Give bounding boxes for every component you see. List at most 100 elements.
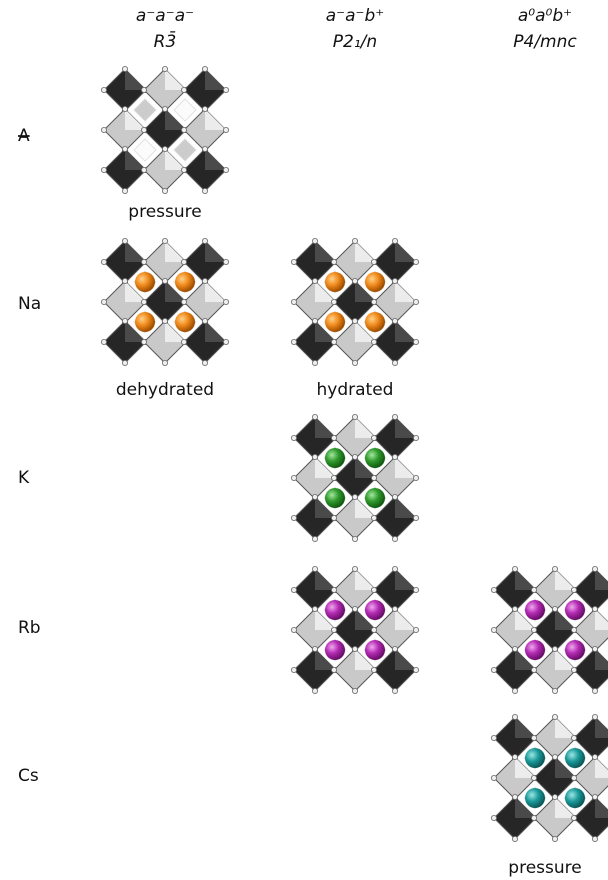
oxygen (140, 258, 147, 265)
oxygen (330, 298, 337, 305)
caption: dehydrated (116, 380, 214, 400)
cation (565, 640, 585, 660)
oxygen (161, 359, 168, 366)
oxygen (101, 127, 108, 134)
octahedron-face (515, 569, 536, 590)
octahedron (133, 98, 157, 122)
oxygen (330, 338, 337, 345)
cation (325, 312, 345, 332)
oxygen (490, 775, 497, 782)
oxygen (490, 627, 497, 634)
oxygen (512, 688, 519, 695)
cation (525, 640, 545, 660)
oxygen (311, 646, 318, 653)
row-label: Na (18, 294, 41, 314)
oxygen (592, 794, 599, 801)
oxygen (101, 338, 108, 345)
octahedron-face (165, 149, 186, 170)
oxygen (311, 566, 318, 573)
octahedron-face (595, 797, 608, 818)
octahedron-face (205, 241, 226, 262)
cation (525, 788, 545, 808)
oxygen (180, 298, 187, 305)
cation (365, 488, 385, 508)
cation (325, 448, 345, 468)
oxygen (290, 515, 297, 522)
cation (325, 600, 345, 620)
octahedron-face (125, 321, 146, 342)
oxygen (180, 338, 187, 345)
oxygen (412, 338, 419, 345)
oxygen (391, 536, 398, 543)
octahedron-face (395, 281, 416, 302)
octahedron-face (515, 757, 536, 778)
oxygen (370, 258, 377, 265)
oxygen (592, 606, 599, 613)
oxygen (512, 606, 519, 613)
oxygen (122, 145, 129, 152)
oxygen (161, 106, 168, 113)
oxygen (330, 627, 337, 634)
oxygen (290, 434, 297, 441)
oxygen (101, 87, 108, 94)
oxygen (592, 836, 599, 843)
oxygen (412, 474, 419, 481)
oxygen (351, 413, 358, 420)
oxygen (571, 775, 578, 782)
oxygen (140, 87, 147, 94)
oxygen (290, 258, 297, 265)
oxygen (531, 775, 538, 782)
oxygen (222, 127, 229, 134)
oxygen (311, 237, 318, 244)
oxygen (412, 258, 419, 265)
oxygen (512, 836, 519, 843)
oxygen (391, 606, 398, 613)
octahedron-face (205, 149, 226, 170)
oxygen (330, 474, 337, 481)
oxygen (592, 646, 599, 653)
row-label: Rb (18, 618, 41, 638)
oxygen (351, 453, 358, 460)
octahedron-face (125, 69, 146, 90)
octahedron-face (205, 281, 226, 302)
octahedron-face (395, 417, 416, 438)
oxygen (531, 587, 538, 594)
octahedron-face (355, 241, 376, 262)
oxygen (370, 298, 377, 305)
octahedron-face (125, 241, 146, 262)
oxygen (222, 338, 229, 345)
octahedron-face (125, 109, 146, 130)
oxygen (311, 359, 318, 366)
oxygen (412, 627, 419, 634)
octahedron-face (395, 457, 416, 478)
cation (175, 272, 195, 292)
oxygen (140, 166, 147, 173)
oxygen (552, 754, 559, 761)
oxygen (490, 587, 497, 594)
octahedron-face (515, 797, 536, 818)
octahedron-face (515, 609, 536, 630)
octahedron-face (315, 569, 336, 590)
oxygen (311, 493, 318, 500)
octahedron-face (395, 241, 416, 262)
octahedron-face (395, 569, 416, 590)
octahedron-face (395, 321, 416, 342)
oxygen (201, 66, 208, 73)
octahedron (173, 98, 197, 122)
oxygen (512, 794, 519, 801)
oxygen (571, 735, 578, 742)
oxygen (180, 127, 187, 134)
oxygen (201, 277, 208, 284)
oxygen (552, 794, 559, 801)
oxygen (290, 627, 297, 634)
cation (175, 312, 195, 332)
oxygen (552, 714, 559, 721)
octahedron-face (355, 649, 376, 670)
octahedron-face (355, 321, 376, 342)
oxygen (290, 667, 297, 674)
octahedron-face (125, 281, 146, 302)
space-group: P2₁/n (333, 32, 377, 52)
oxygen (512, 646, 519, 653)
octahedron-face (395, 497, 416, 518)
